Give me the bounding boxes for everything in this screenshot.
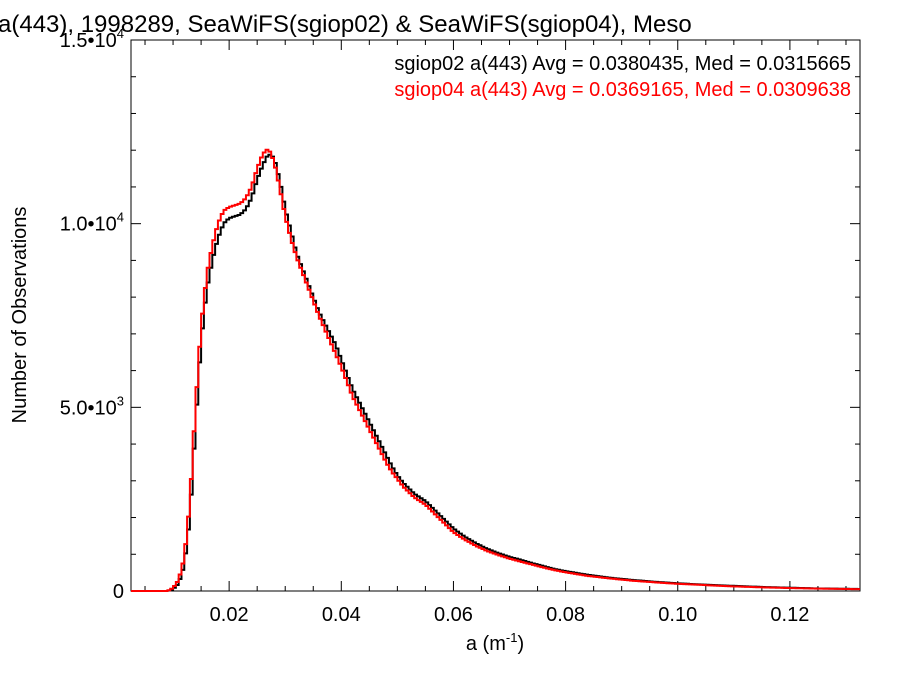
x-tick-label: 0.04 — [322, 604, 361, 626]
y-tick-label: 1.0•104 — [60, 210, 124, 236]
y-tick-label: 0 — [113, 581, 124, 603]
x-tick-label: 0.02 — [210, 604, 249, 626]
x-tick-label: 0.08 — [546, 604, 585, 626]
y-tick-mantissa: 1.0•10 — [60, 214, 117, 236]
y-tick-exponent: 3 — [117, 393, 124, 408]
chart-title: a(443), 1998289, SeaWiFS(sgiop02) & SeaW… — [0, 11, 692, 38]
legend-entry-sgiop02: sgiop02 a(443) Avg = 0.0380435, Med = 0.… — [394, 53, 851, 75]
y-tick-exponent: 4 — [117, 26, 124, 41]
x-tick-label: 0.12 — [770, 604, 809, 626]
x-axis-label: a (m-1) — [466, 630, 524, 655]
x-axis-label-text: a (m — [466, 633, 506, 655]
x-tick-label: 0.10 — [658, 604, 697, 626]
x-tick-label: 0.06 — [434, 604, 473, 626]
series-sgiop02-line — [131, 153, 860, 592]
y-tick-label: 5.0•103 — [60, 393, 124, 419]
series-layer — [131, 148, 860, 592]
x-axis: 0.02 0.04 0.06 0.08 0.10 0.12 — [144, 40, 847, 626]
plot-frame — [130, 39, 861, 592]
y-tick-mantissa: 0 — [113, 581, 124, 603]
series-sgiop04-line — [131, 148, 860, 592]
y-axis-label: Number of Observations — [9, 207, 31, 424]
y-tick-exponent: 4 — [117, 210, 124, 225]
legend-entry-sgiop04: sgiop04 a(443) Avg = 0.0369165, Med = 0.… — [394, 79, 851, 101]
x-axis-label-close: ) — [517, 633, 524, 655]
y-tick-mantissa: 5.0•10 — [60, 397, 117, 419]
y-tick-mantissa: 1.5•10 — [60, 30, 117, 52]
x-axis-label-sup: -1 — [506, 630, 518, 645]
y-tick-label: 1.5•104 — [60, 26, 124, 52]
